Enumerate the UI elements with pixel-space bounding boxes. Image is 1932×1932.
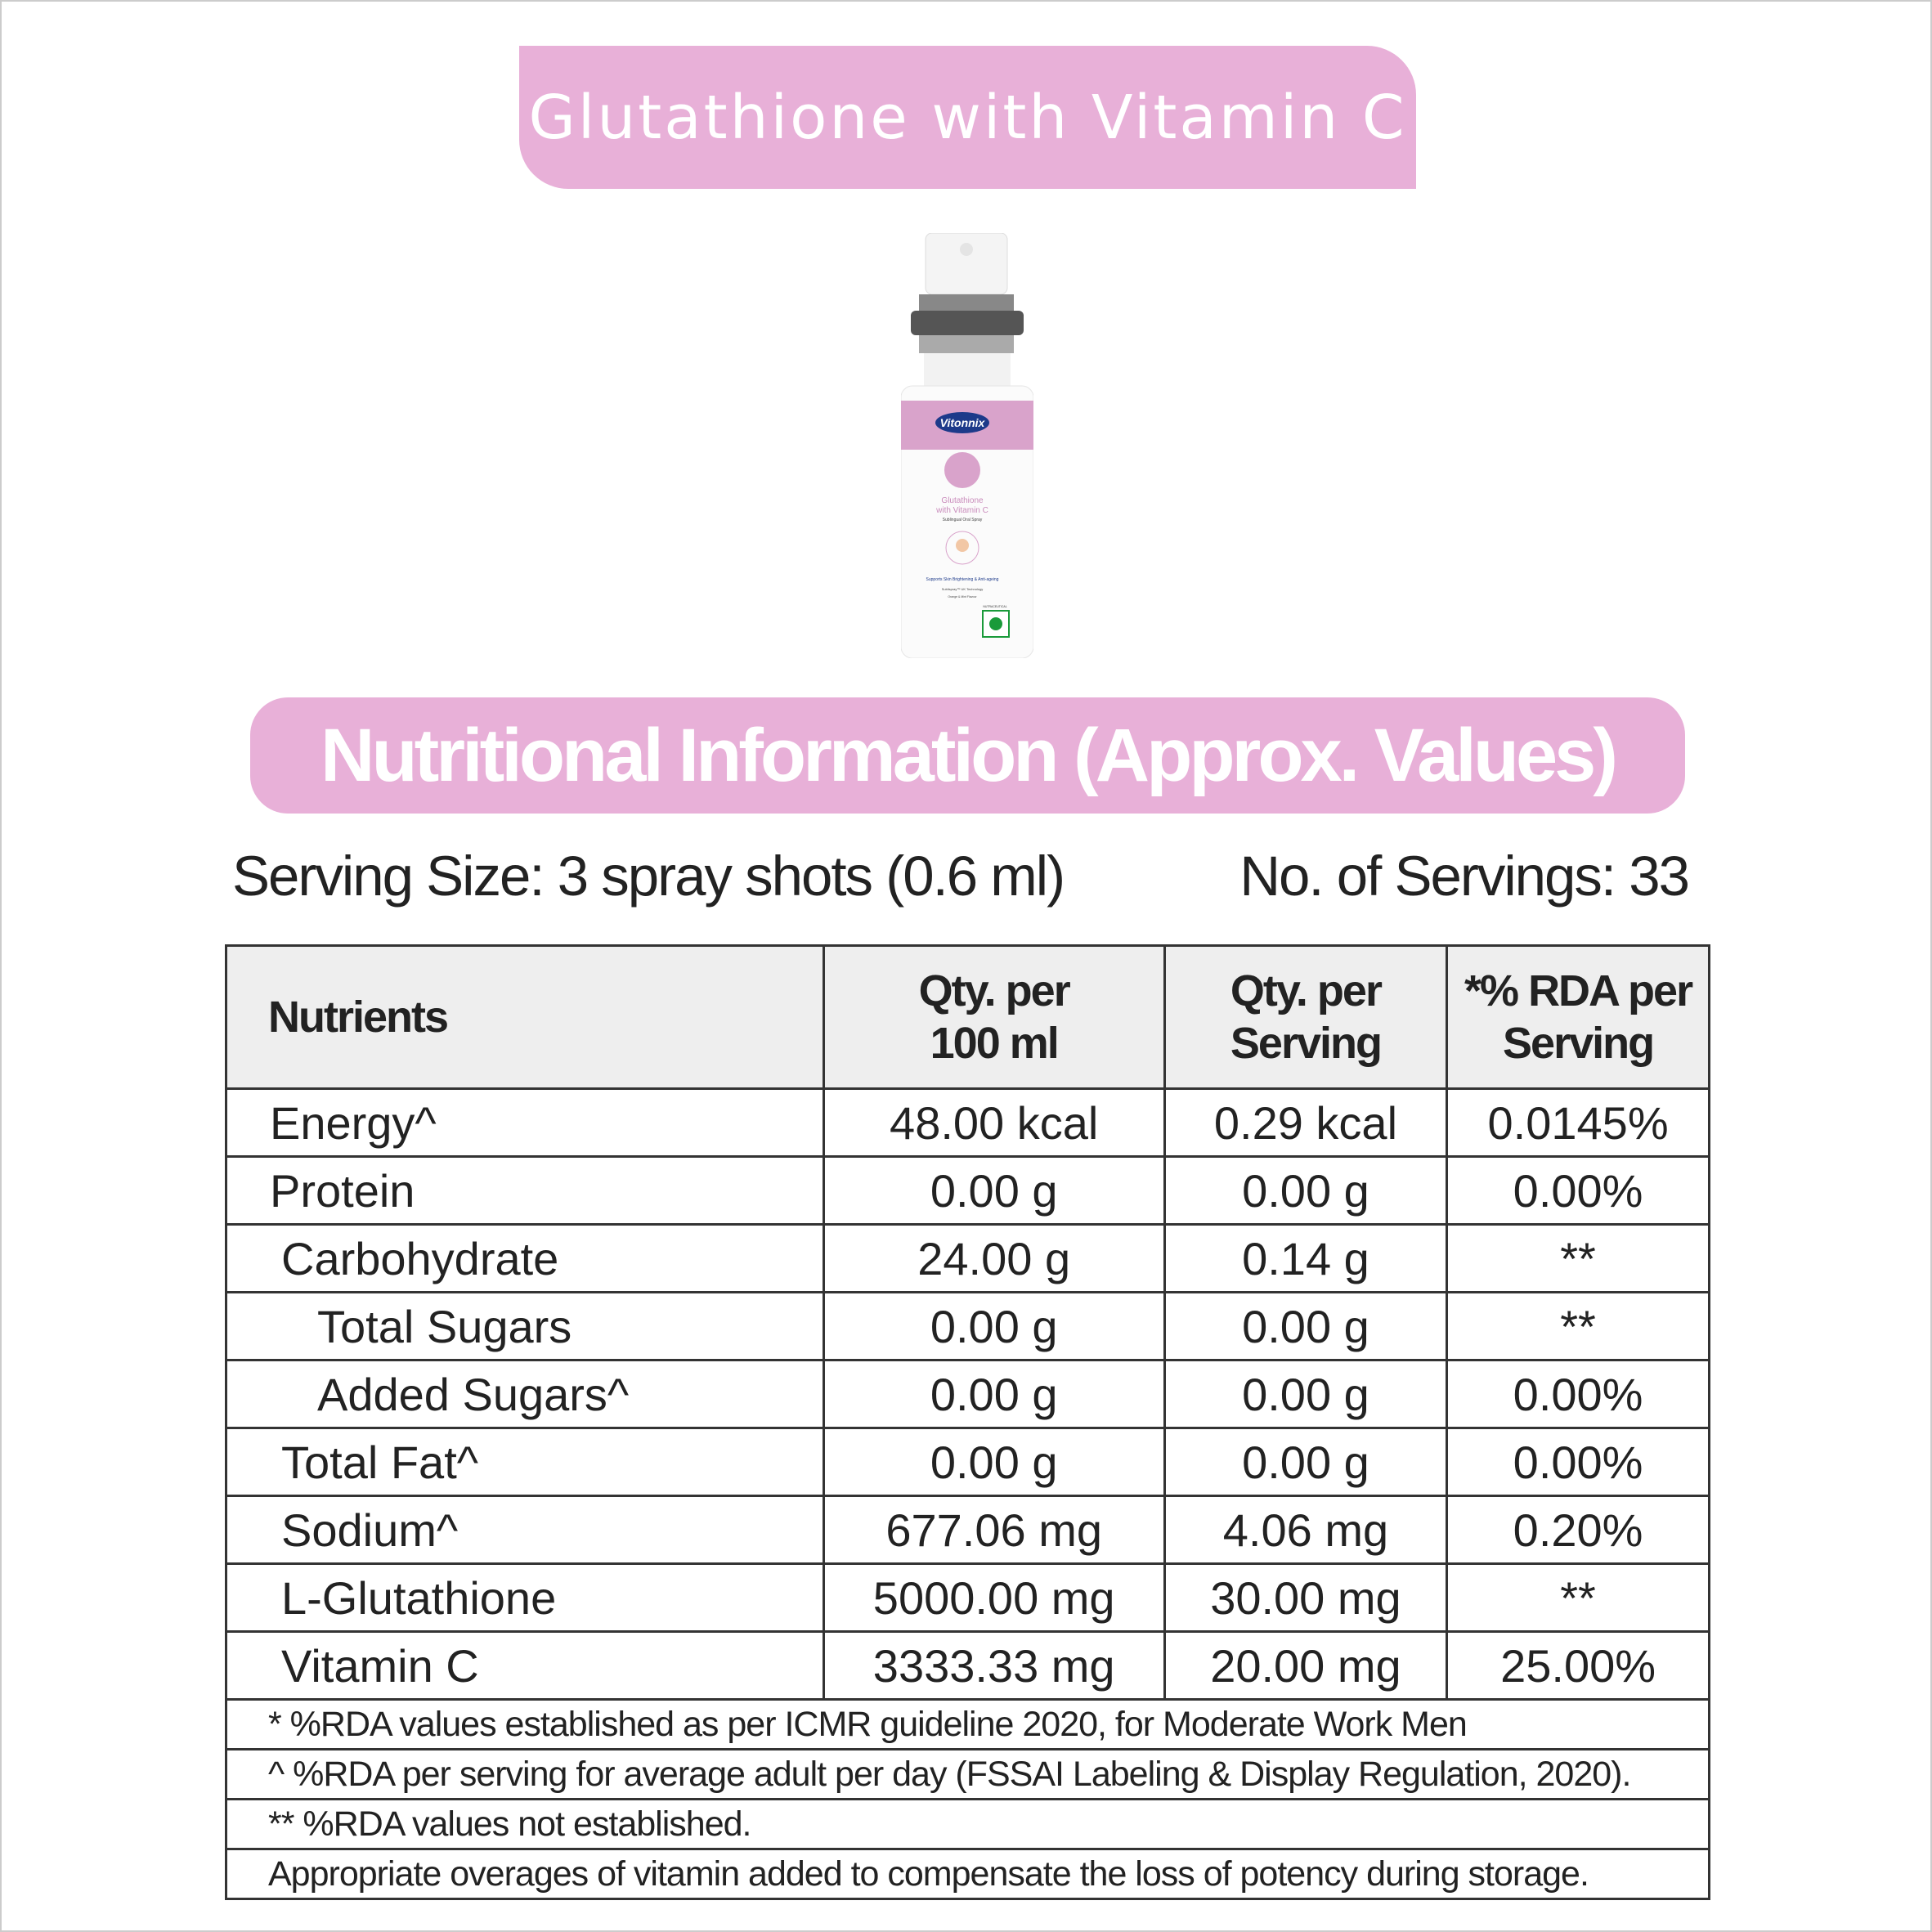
qty-per-serving: 0.00 g xyxy=(1163,1155,1449,1226)
qty-per-serving: 20.00 mg xyxy=(1163,1630,1449,1701)
table-row: Energy^ 48.00 kcal 0.29 kcal 0.0145% xyxy=(225,1087,1710,1158)
bottle-claim: Supports Skin Brightening & Anti-ageing xyxy=(926,577,999,582)
table-header-row: Nutrients Qty. per 100 ml Qty. per Servi… xyxy=(225,944,1710,1090)
rda-per-serving: ** xyxy=(1446,1291,1710,1361)
header-rda: *% RDA per Serving xyxy=(1446,944,1710,1090)
footnote: ** %RDA values not established. xyxy=(225,1798,1710,1850)
bottle-subtitle: Sublingual Oral Spray xyxy=(943,518,983,522)
nutrient-name: L-Glutathione xyxy=(225,1562,825,1633)
veg-mark-icon xyxy=(989,617,1002,630)
nutrient-name: Total Fat^ xyxy=(225,1427,825,1497)
serving-size: Serving Size: 3 spray shots (0.6 ml) xyxy=(232,845,1065,908)
bottle-flavour: Orange & Mint Flavour xyxy=(948,595,977,598)
table-row: L-Glutathione 5000.00 mg 30.00 mg ** xyxy=(225,1562,1710,1633)
number-of-servings: No. of Servings: 33 xyxy=(1239,845,1690,908)
nutrient-name: Sodium^ xyxy=(225,1495,825,1565)
qty-per-serving: 0.14 g xyxy=(1163,1223,1449,1293)
footnote: * %RDA values established as per ICMR gu… xyxy=(225,1698,1710,1750)
table-row: Total Fat^ 0.00 g 0.00 g 0.00% xyxy=(225,1427,1710,1497)
header-qty-100ml: Qty. per 100 ml xyxy=(822,944,1166,1090)
rda-per-serving: 0.00% xyxy=(1446,1155,1710,1226)
product-bottle-image: Vitonnix Glutathione with Vitamin C Subl… xyxy=(901,233,1033,658)
rda-per-serving: 0.00% xyxy=(1446,1427,1710,1497)
rda-per-serving: 0.00% xyxy=(1446,1359,1710,1429)
product-title: Glutathione with Vitamin C xyxy=(528,82,1407,153)
qty-per-serving: 0.00 g xyxy=(1163,1359,1449,1429)
nutrient-name: Vitamin C xyxy=(225,1630,825,1701)
footnote: Appropriate overages of vitamin added to… xyxy=(225,1848,1710,1900)
rda-per-serving: ** xyxy=(1446,1562,1710,1633)
brand-logo-text: Vitonnix xyxy=(940,416,986,429)
nutrition-heading: Nutritional Information (Approx. Values) xyxy=(321,713,1618,797)
qty-per-100ml: 5000.00 mg xyxy=(822,1562,1166,1633)
qty-per-serving: 0.00 g xyxy=(1163,1291,1449,1361)
qty-per-100ml: 24.00 g xyxy=(822,1223,1166,1293)
qty-per-100ml: 0.00 g xyxy=(822,1291,1166,1361)
bottle-product-name-2: with Vitamin C xyxy=(935,506,988,515)
table-row: Protein 0.00 g 0.00 g 0.00% xyxy=(225,1155,1710,1226)
bottle-product-name: Glutathione xyxy=(941,496,984,505)
nutrient-name: Total Sugars xyxy=(225,1291,825,1361)
nutrient-name: Carbohydrate xyxy=(225,1223,825,1293)
nutrient-name: Protein xyxy=(225,1155,825,1226)
bottle-category: NUTRACEUTICAL xyxy=(983,605,1006,608)
product-title-banner: Glutathione with Vitamin C xyxy=(519,46,1416,189)
nutrient-name: Energy^ xyxy=(225,1087,825,1158)
rda-per-serving: 25.00% xyxy=(1446,1630,1710,1701)
qty-per-serving: 0.00 g xyxy=(1163,1427,1449,1497)
qty-per-100ml: 3333.33 mg xyxy=(822,1630,1166,1701)
header-qty-serving: Qty. per Serving xyxy=(1163,944,1449,1090)
qty-per-serving: 4.06 mg xyxy=(1163,1495,1449,1565)
rda-per-serving: ** xyxy=(1446,1223,1710,1293)
qty-per-serving: 0.29 kcal xyxy=(1163,1087,1449,1158)
table-row: Vitamin C 3333.33 mg 20.00 mg 25.00% xyxy=(225,1630,1710,1701)
qty-per-100ml: 0.00 g xyxy=(822,1359,1166,1429)
nutrient-name: Added Sugars^ xyxy=(225,1359,825,1429)
table-row: Sodium^ 677.06 mg 4.06 mg 0.20% xyxy=(225,1495,1710,1565)
rda-per-serving: 0.0145% xyxy=(1446,1087,1710,1158)
qty-per-100ml: 0.00 g xyxy=(822,1427,1166,1497)
table-row: Total Sugars 0.00 g 0.00 g ** xyxy=(225,1291,1710,1361)
qty-per-100ml: 48.00 kcal xyxy=(822,1087,1166,1158)
rda-per-serving: 0.20% xyxy=(1446,1495,1710,1565)
table-row: Added Sugars^ 0.00 g 0.00 g 0.00% xyxy=(225,1359,1710,1429)
qty-per-serving: 30.00 mg xyxy=(1163,1562,1449,1633)
qty-per-100ml: 0.00 g xyxy=(822,1155,1166,1226)
header-nutrients: Nutrients xyxy=(225,944,825,1090)
nutrition-heading-banner: Nutritional Information (Approx. Values) xyxy=(250,697,1685,814)
bottle-tech: Sublispray™ UK Technology xyxy=(942,587,984,591)
footnote: ^ %RDA per serving for average adult per… xyxy=(225,1748,1710,1800)
table-row: Carbohydrate 24.00 g 0.14 g ** xyxy=(225,1223,1710,1293)
nutrition-table: Nutrients Qty. per 100 ml Qty. per Servi… xyxy=(225,944,1710,1900)
qty-per-100ml: 677.06 mg xyxy=(822,1495,1166,1565)
